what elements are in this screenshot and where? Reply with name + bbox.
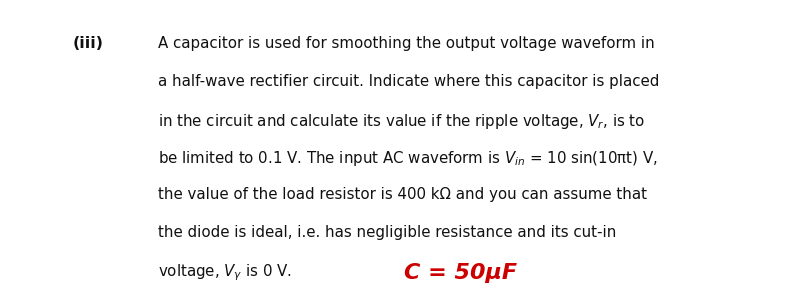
Text: voltage, $V_\gamma$ is 0 V.: voltage, $V_\gamma$ is 0 V.	[158, 263, 291, 284]
Text: be limited to 0.1 V. The input AC waveform is $V_{in}$ = 10 sin(10πt) V,: be limited to 0.1 V. The input AC wavefo…	[158, 149, 658, 168]
Text: in the circuit and calculate its value if the ripple voltage, $V_r$, is to: in the circuit and calculate its value i…	[158, 112, 645, 130]
Text: (iii): (iii)	[73, 36, 104, 51]
Text: the diode is ideal, i.e. has negligible resistance and its cut-in: the diode is ideal, i.e. has negligible …	[158, 225, 616, 240]
Text: A capacitor is used for smoothing the output voltage waveform in: A capacitor is used for smoothing the ou…	[158, 36, 654, 51]
Text: the value of the load resistor is 400 kΩ and you can assume that: the value of the load resistor is 400 kΩ…	[158, 187, 646, 202]
Text: C = 50μF: C = 50μF	[404, 263, 518, 283]
Text: a half-wave rectifier circuit. Indicate where this capacitor is placed: a half-wave rectifier circuit. Indicate …	[158, 74, 659, 89]
